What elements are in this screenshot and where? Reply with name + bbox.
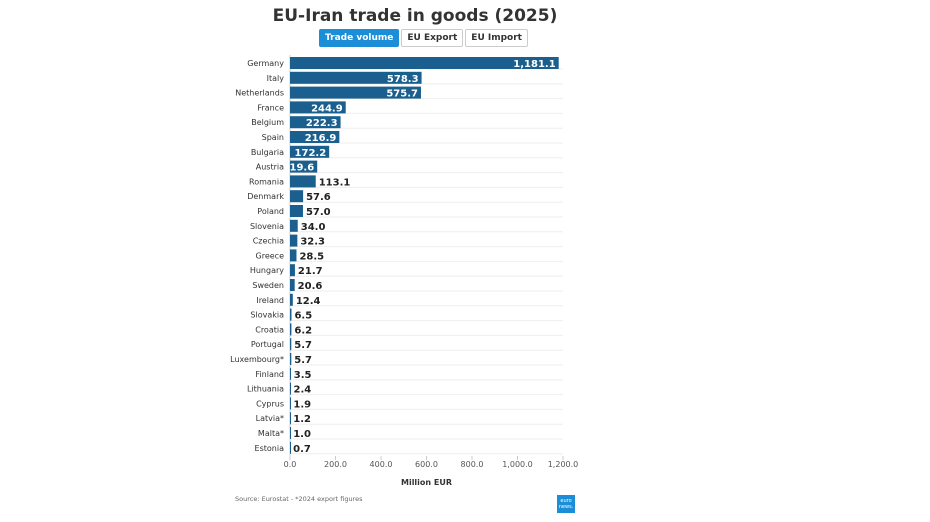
- category-label: Italy: [267, 74, 285, 83]
- category-label: Belgium: [251, 118, 284, 127]
- category-label: Cyprus: [256, 399, 284, 408]
- data-label: 20.6: [298, 281, 323, 292]
- tab-eu-export[interactable]: EU Export: [401, 29, 464, 47]
- bar: [290, 323, 292, 336]
- bar: [290, 234, 298, 247]
- data-label: 578.3: [387, 74, 419, 85]
- data-label: 6.2: [294, 325, 312, 336]
- data-label: 575.7: [386, 89, 418, 100]
- bar: [290, 264, 295, 277]
- category-label: France: [257, 103, 284, 112]
- bar: [290, 308, 292, 321]
- data-label: 32.3: [300, 237, 325, 248]
- x-tick-label: 200.0: [324, 460, 347, 469]
- category-label: Denmark: [247, 192, 284, 201]
- category-label: Portugal: [251, 340, 284, 349]
- category-label: Finland: [255, 370, 284, 379]
- category-label: Netherlands: [235, 89, 284, 98]
- data-label: 57.0: [306, 207, 331, 218]
- data-label: 1.0: [293, 429, 311, 440]
- x-tick-label: 600.0: [415, 460, 438, 469]
- bar: [290, 293, 293, 306]
- x-tick-label: 1,000.0: [502, 460, 533, 469]
- data-label: 57.6: [306, 192, 331, 203]
- bar: [290, 279, 295, 291]
- x-axis-label: Million EUR: [400, 478, 453, 487]
- data-label: 34.0: [301, 222, 326, 233]
- data-label: 3.5: [294, 370, 312, 381]
- category-label: Luxembourg*: [230, 355, 284, 364]
- data-label: 2.4: [294, 385, 312, 396]
- x-tick-label: 1,200.0: [548, 460, 579, 469]
- chart-title: EU-Iran trade in goods (2025): [272, 6, 558, 26]
- category-label: Latvia*: [256, 414, 284, 423]
- category-label: Poland: [257, 207, 284, 216]
- category-label: Hungary: [250, 266, 284, 275]
- data-label: 222.3: [306, 118, 338, 129]
- category-label: Ireland: [256, 296, 284, 305]
- bar: [290, 57, 559, 69]
- category-label: Sweden: [252, 281, 284, 290]
- bar: [290, 367, 291, 380]
- x-tick-label: 400.0: [370, 460, 393, 469]
- bar: [290, 382, 291, 395]
- data-label: 5.7: [294, 355, 312, 366]
- data-label: 21.7: [298, 266, 323, 277]
- category-label: Lithuania: [247, 385, 284, 394]
- bar: [290, 441, 291, 454]
- bar: [290, 86, 421, 99]
- euronews-logo: euro news.: [557, 495, 575, 513]
- tab-eu-import[interactable]: EU Import: [465, 29, 528, 47]
- source-note: Source: Eurostat - *2024 export figures: [235, 495, 363, 503]
- data-label: 172.2: [295, 148, 327, 159]
- category-label: Croatia: [255, 325, 284, 334]
- bar: [290, 175, 316, 188]
- bar: [290, 249, 297, 262]
- data-label: 244.9: [311, 103, 343, 114]
- bar: [290, 427, 291, 439]
- category-label: Bulgaria: [251, 148, 284, 157]
- category-label: Germany: [247, 59, 284, 68]
- bar: [290, 160, 318, 173]
- category-label: Romania: [249, 177, 284, 186]
- bar: [290, 412, 291, 425]
- category-label: Austria: [256, 163, 284, 172]
- data-label: 28.5: [299, 251, 324, 262]
- category-label: Czechia: [253, 237, 284, 246]
- x-tick-label: 800.0: [461, 460, 484, 469]
- x-tick-label: 0.0: [284, 460, 297, 469]
- bar: [290, 219, 298, 232]
- category-label: Spain: [262, 133, 284, 142]
- data-label: 216.9: [305, 133, 337, 144]
- data-label: 5.7: [294, 340, 312, 351]
- bar: [290, 116, 341, 129]
- category-label: Slovakia: [250, 311, 284, 320]
- bar: [290, 145, 330, 158]
- bar: [290, 397, 291, 410]
- bar: [290, 101, 346, 114]
- category-label: Estonia: [255, 444, 285, 453]
- bar: [290, 338, 292, 351]
- bar: [290, 205, 303, 217]
- category-label: Slovenia: [250, 222, 284, 231]
- data-label: 113.1: [319, 177, 351, 188]
- data-label: 119.6: [283, 163, 315, 174]
- data-label: 1.9: [293, 399, 311, 410]
- data-label: 12.4: [296, 296, 321, 307]
- category-label: Malta*: [258, 429, 284, 438]
- view-tabs: Trade volume EU Export EU Import: [319, 29, 528, 47]
- data-label: 1.2: [293, 414, 311, 425]
- bar: [290, 190, 304, 203]
- data-label: 0.7: [293, 444, 311, 455]
- bar: [290, 71, 422, 84]
- bar: [290, 353, 292, 365]
- tab-trade-volume[interactable]: Trade volume: [319, 29, 400, 47]
- category-label: Greece: [256, 251, 285, 260]
- data-label: 6.5: [294, 311, 312, 322]
- bar: [290, 131, 340, 143]
- data-label: 1,181.1: [513, 59, 555, 70]
